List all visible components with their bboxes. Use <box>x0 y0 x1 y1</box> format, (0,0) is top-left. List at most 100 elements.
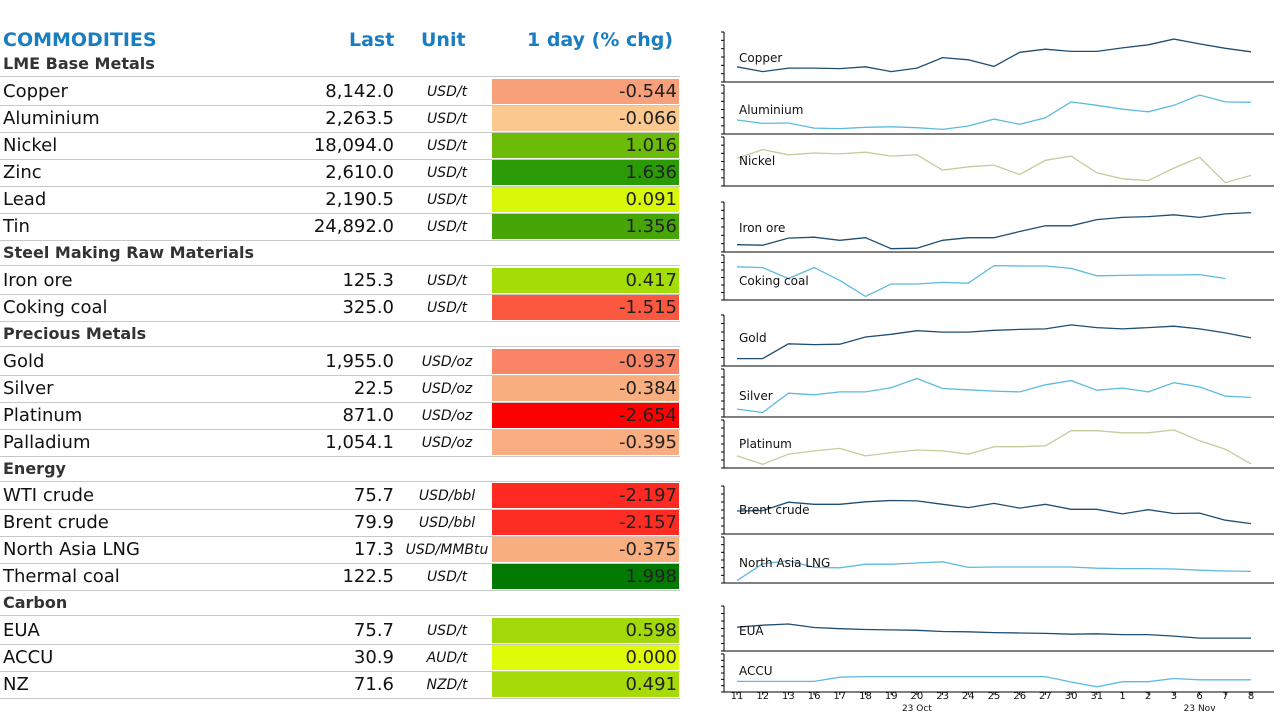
last-price: 2,263.5 <box>325 108 394 129</box>
x-tick-label: 19 <box>885 691 898 702</box>
last-price: 18,094.0 <box>313 135 394 156</box>
x-tick-label: 17 <box>833 691 846 702</box>
day-change: 1.356 <box>492 214 679 239</box>
series-label: Aluminium <box>739 103 803 117</box>
table-row: Brent crude 79.9 USD/bbl -2.157 <box>0 510 680 537</box>
x-month-label: 23 Oct <box>902 704 932 714</box>
last-price: 17.3 <box>353 539 394 560</box>
last-price: 75.7 <box>353 620 394 641</box>
table-title: COMMODITIES <box>3 29 157 51</box>
unit: USD/t <box>426 138 468 154</box>
unit: USD/oz <box>421 381 473 397</box>
unit-column-header: Unit <box>421 29 466 51</box>
last-price: 75.7 <box>353 485 394 506</box>
x-tick-label: 8 <box>1248 691 1254 702</box>
table-row: Tin 24,892.0 USD/t 1.356 <box>0 214 680 241</box>
last-price: 1,955.0 <box>325 351 394 372</box>
commodity-name: Zinc <box>3 162 42 183</box>
x-tick-label: 11 <box>731 691 744 702</box>
section-header: Steel Making Raw Materials <box>0 241 680 266</box>
series-label: Nickel <box>739 154 775 168</box>
x-tick-label: 25 <box>988 691 1001 702</box>
commodity-name: North Asia LNG <box>3 539 140 560</box>
table-row: EUA 75.7 USD/t 0.598 <box>0 618 680 645</box>
table-row: ACCU 30.9 AUD/t 0.000 <box>0 645 680 672</box>
commodity-name: Platinum <box>3 405 83 426</box>
unit: AUD/t <box>426 650 468 666</box>
section-title: Precious Metals <box>3 324 147 343</box>
unit: NZD/t <box>426 677 468 693</box>
x-tick-label: 6 <box>1196 691 1202 702</box>
day-change: 0.491 <box>492 672 679 697</box>
series-line-copper <box>736 38 1252 73</box>
unit: USD/t <box>426 219 468 235</box>
x-tick-label: 12 <box>756 691 769 702</box>
unit: USD/oz <box>421 354 473 370</box>
x-tick-label: 24 <box>962 691 975 702</box>
unit: USD/oz <box>421 435 473 451</box>
series-line-iron-ore <box>736 211 1252 250</box>
commodity-name: Silver <box>3 378 54 399</box>
unit: USD/t <box>426 273 468 289</box>
unit: USD/oz <box>421 408 473 424</box>
unit: USD/t <box>426 623 468 639</box>
commodity-name: Tin <box>3 216 30 237</box>
day-change: 1.998 <box>492 564 679 589</box>
series-label: EUA <box>739 624 764 638</box>
day-change: 0.000 <box>492 645 679 670</box>
table-row: Thermal coal 122.5 USD/t 1.998 <box>0 564 680 591</box>
commodity-name: Gold <box>3 351 45 372</box>
table-row: Nickel 18,094.0 USD/t 1.016 <box>0 133 680 160</box>
series-line-silver <box>736 377 1252 414</box>
last-price: 325.0 <box>342 297 394 318</box>
last-price: 71.6 <box>353 674 394 695</box>
last-column-header: Last <box>349 29 395 51</box>
day-change: -0.066 <box>492 106 679 131</box>
series-label: ACCU <box>739 664 773 678</box>
table-row: Iron ore 125.3 USD/t 0.417 <box>0 268 680 295</box>
section-header: Energy <box>0 457 680 482</box>
table-row: Coking coal 325.0 USD/t -1.515 <box>0 295 680 322</box>
day-change: 1.016 <box>492 133 679 158</box>
day-change: -2.157 <box>492 510 679 535</box>
day-change: 0.417 <box>492 268 679 293</box>
last-price: 22.5 <box>353 378 394 399</box>
day-change: -2.197 <box>492 483 679 508</box>
x-tick-label: 20 <box>911 691 924 702</box>
section-header: LME Base Metals <box>0 52 680 77</box>
x-tick-label: 30 <box>1065 691 1078 702</box>
commodity-name: Palladium <box>3 432 91 453</box>
series-label: Silver <box>739 389 773 403</box>
unit: USD/t <box>426 192 468 208</box>
series-line-eua <box>736 623 1251 639</box>
unit: USD/t <box>426 300 468 316</box>
unit: USD/t <box>426 84 468 100</box>
x-tick-label: 23 <box>936 691 949 702</box>
x-tick-label: 13 <box>782 691 795 702</box>
x-tick-label: 27 <box>1039 691 1052 702</box>
last-price: 122.5 <box>342 566 394 587</box>
table-row: Aluminium 2,263.5 USD/t -0.066 <box>0 106 680 133</box>
section-header: Carbon <box>0 591 680 616</box>
x-tick-label: 16 <box>808 691 821 702</box>
last-price: 2,610.0 <box>325 162 394 183</box>
sparkline-charts: Copper Aluminium Nickel Iron ore Coking coal… <box>721 31 1274 714</box>
unit: USD/bbl <box>418 515 476 531</box>
day-change: 1.636 <box>492 160 679 185</box>
unit: USD/MMBtu <box>405 542 489 558</box>
x-tick-label: 3 <box>1171 691 1177 702</box>
table-row: North Asia LNG 17.3 USD/MMBtu -0.375 <box>0 537 680 564</box>
series-line-north-asia-lng <box>736 559 1252 582</box>
last-price: 30.9 <box>353 647 394 668</box>
change-column-header: 1 day (% chg) <box>527 29 674 51</box>
last-price: 1,054.1 <box>325 432 394 453</box>
commodity-name: Aluminium <box>3 108 100 129</box>
last-price: 24,892.0 <box>313 216 394 237</box>
day-change: -0.395 <box>492 430 679 455</box>
commodity-name: Brent crude <box>3 512 109 533</box>
series-label: Platinum <box>739 437 792 451</box>
x-tick-label: 26 <box>1013 691 1026 702</box>
commodity-name: NZ <box>3 674 29 695</box>
x-tick-label: 31 <box>1090 691 1103 702</box>
day-change: -2.654 <box>492 403 679 428</box>
